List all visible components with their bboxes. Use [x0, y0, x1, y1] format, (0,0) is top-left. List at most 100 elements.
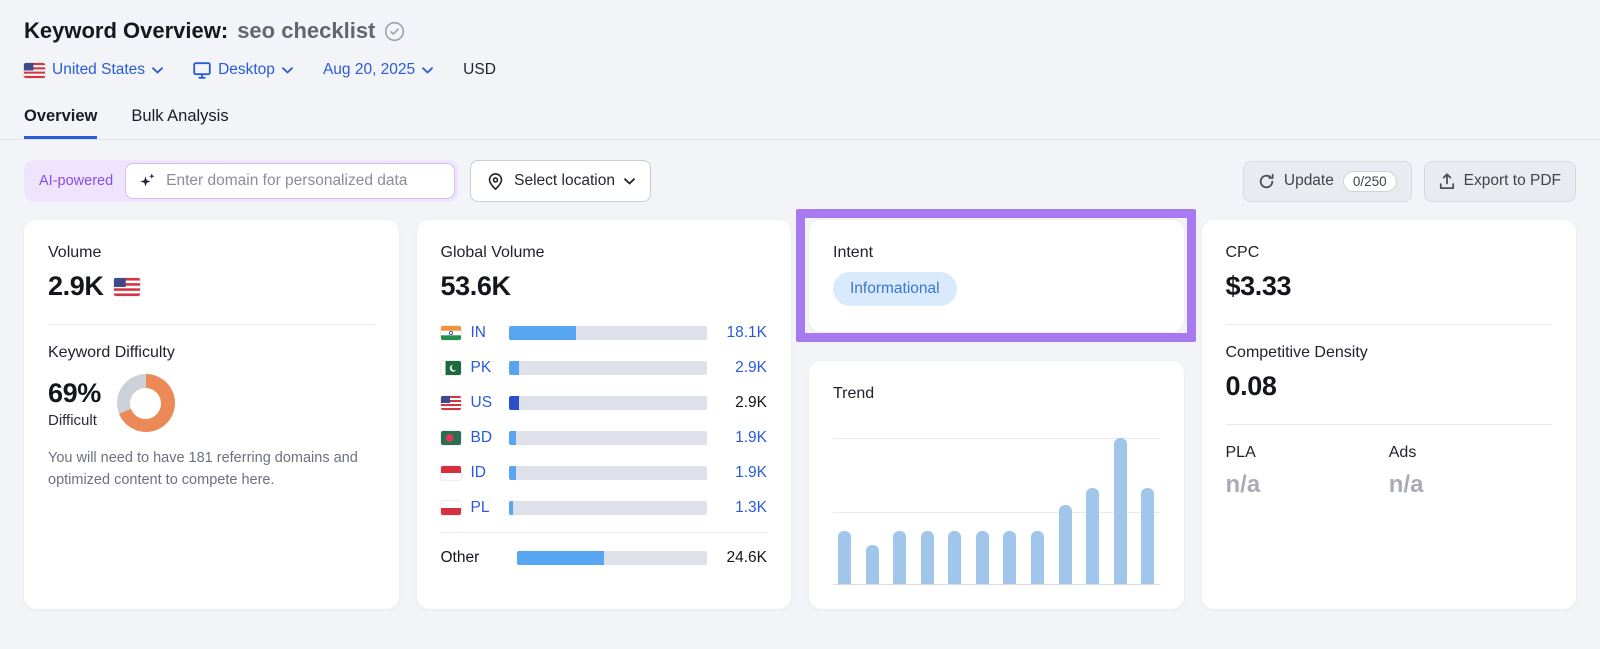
- chart-baseline: [833, 584, 1160, 585]
- flag-pl-icon: [440, 500, 461, 515]
- device-filter[interactable]: Desktop: [193, 61, 293, 79]
- country-code-link[interactable]: ID: [470, 463, 487, 481]
- chevron-down-icon: [152, 66, 163, 74]
- chevron-down-icon: [422, 66, 434, 74]
- country-volume-value[interactable]: 1.9K: [735, 463, 767, 481]
- country-code-link[interactable]: PL: [470, 498, 490, 516]
- page-header: Keyword Overview: seo checklist: [24, 18, 1576, 44]
- update-label: Update: [1283, 172, 1334, 189]
- volume-label: Volume: [48, 244, 102, 261]
- trend-bar: [1086, 488, 1100, 584]
- intent-card: Intent Informational: [809, 220, 1184, 332]
- divider: [1225, 324, 1552, 325]
- page-title: Keyword Overview:: [24, 18, 229, 43]
- flag-us-icon: [440, 395, 461, 410]
- country-volume-value[interactable]: 18.1K: [726, 323, 767, 341]
- difficulty-value: 69%: [48, 377, 101, 408]
- divider: [48, 324, 375, 325]
- intent-trend-column: Intent Informational Trend: [796, 209, 1196, 609]
- country-volume-value[interactable]: 1.9K: [735, 428, 767, 446]
- trend-bar: [893, 531, 907, 584]
- trend-bar: [1113, 438, 1127, 584]
- desktop-monitor-icon: [193, 61, 211, 79]
- date-filter-label: Aug 20, 2025: [322, 61, 416, 78]
- country-filter[interactable]: United States: [24, 61, 163, 79]
- global-volume-value: 53.6K: [440, 271, 511, 301]
- ai-domain-box: AI-powered: [24, 160, 459, 202]
- export-pdf-button[interactable]: Export to PDF: [1423, 160, 1576, 202]
- tab-overview[interactable]: Overview: [24, 107, 97, 139]
- pla-label: PLA: [1225, 444, 1256, 461]
- export-upload-icon: [1439, 172, 1455, 190]
- country-volume-bar: [508, 395, 707, 410]
- global-volume-row: US 2.9K: [440, 385, 767, 420]
- intent-label: Intent: [833, 244, 874, 261]
- ads-label: Ads: [1388, 444, 1417, 461]
- trend-bar: [1058, 505, 1072, 584]
- country-volume-bar: [508, 325, 707, 340]
- global-volume-row: ID 1.9K: [440, 455, 767, 490]
- filters-bar: United States Desktop Aug 20, 2025 USD: [24, 61, 1576, 79]
- global-volume-label: Global Volume: [440, 244, 545, 261]
- chevron-down-icon: [282, 66, 293, 74]
- domain-input[interactable]: [166, 172, 443, 190]
- select-location-button[interactable]: Select location: [470, 160, 651, 202]
- device-filter-label: Desktop: [218, 61, 275, 78]
- difficulty-tier: Difficult: [48, 411, 97, 429]
- keyword-difficulty-label: Keyword Difficulty: [48, 344, 175, 361]
- competitive-density-value: 0.08: [1225, 371, 1277, 401]
- country-code-link[interactable]: IN: [470, 323, 487, 341]
- country-volume-bar: [508, 465, 707, 480]
- trend-card: Trend: [809, 361, 1184, 609]
- flag-us-icon: [114, 277, 141, 296]
- country-volume-value: 2.9K: [735, 393, 767, 411]
- flag-us-icon: [24, 62, 45, 78]
- export-pdf-label: Export to PDF: [1463, 172, 1561, 189]
- country-code-link[interactable]: BD: [470, 428, 493, 446]
- country-volume-value[interactable]: 1.3K: [735, 498, 767, 516]
- intent-badge: Informational: [833, 272, 957, 306]
- update-quota-badge: 0/250: [1342, 170, 1397, 192]
- trend-bar: [948, 531, 962, 584]
- trend-bar: [1141, 488, 1155, 584]
- country-code-link[interactable]: US: [470, 393, 493, 411]
- sparkle-icon: [138, 172, 157, 191]
- flag-in-icon: [440, 325, 461, 340]
- other-volume-value: 24.6K: [726, 548, 767, 566]
- divider: [440, 532, 767, 533]
- tab-bar: Overview Bulk Analysis: [0, 107, 1600, 140]
- global-volume-row: IN 18.1K: [440, 315, 767, 350]
- global-volume-row: PK 2.9K: [440, 350, 767, 385]
- refresh-icon: [1258, 173, 1275, 190]
- location-pin-icon: [486, 172, 505, 191]
- global-volume-card: Global Volume 53.6K IN 18.1K PK 2.9K US 2.9K B…: [416, 220, 791, 609]
- keyword-text: seo checklist: [237, 18, 376, 43]
- date-filter[interactable]: Aug 20, 2025: [322, 61, 434, 79]
- flag-id-icon: [440, 465, 461, 480]
- country-volume-value[interactable]: 2.9K: [735, 358, 767, 376]
- update-button[interactable]: Update 0/250: [1242, 160, 1412, 202]
- cpc-value: $3.33: [1225, 271, 1292, 301]
- ai-powered-badge: AI-powered: [39, 173, 114, 189]
- trend-bar: [1003, 531, 1017, 584]
- trend-bar: [920, 531, 934, 584]
- other-volume-bar: [516, 550, 707, 565]
- divider: [1225, 424, 1552, 425]
- tab-bulk-analysis[interactable]: Bulk Analysis: [131, 107, 229, 125]
- intent-annotation-wrapper: Intent Informational: [796, 209, 1196, 342]
- global-volume-rows: IN 18.1K PK 2.9K US 2.9K BD 1.9K ID 1.9K PL 1.3K: [440, 315, 767, 525]
- gridline: [833, 512, 1160, 513]
- country-code-link[interactable]: PK: [470, 358, 492, 376]
- trend-label: Trend: [833, 385, 875, 402]
- select-location-label: Select location: [514, 172, 615, 189]
- competitive-density-label: Competitive Density: [1225, 344, 1368, 361]
- flag-pk-icon: [440, 360, 461, 375]
- trend-bar: [1031, 531, 1045, 584]
- global-volume-row: BD 1.9K: [440, 420, 767, 455]
- ads-value: n/a: [1388, 471, 1424, 498]
- volume-value: 2.9K: [48, 271, 104, 301]
- country-filter-label: United States: [52, 61, 146, 78]
- gridline: [833, 438, 1160, 439]
- trend-bar-chart: [833, 417, 1160, 585]
